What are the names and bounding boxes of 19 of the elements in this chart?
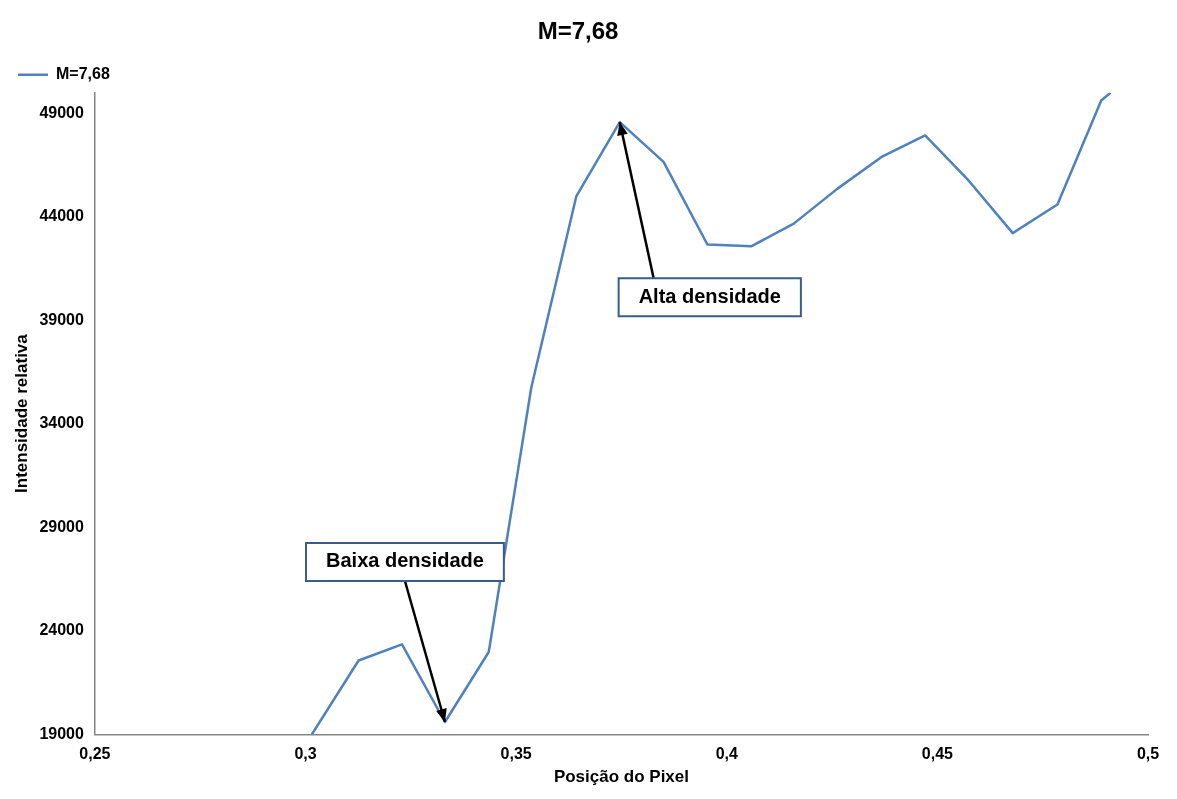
legend-label: M=7,68 bbox=[56, 65, 110, 83]
annotation: Baixa densidade bbox=[326, 549, 484, 572]
y-axis-title: Intensidade relativa bbox=[11, 333, 31, 493]
y-tick-label: 44000 bbox=[39, 207, 84, 225]
y-tick-label: 49000 bbox=[39, 103, 84, 121]
chart-title: M=7,68 bbox=[537, 17, 619, 45]
x-tick-label: 0,25 bbox=[79, 745, 111, 763]
y-tick-label: 24000 bbox=[39, 621, 84, 639]
y-tick-label: 19000 bbox=[39, 724, 84, 742]
x-tick-label: 0,5 bbox=[1136, 745, 1160, 763]
y-tick-label: 34000 bbox=[39, 414, 84, 432]
x-tick-label: 0,35 bbox=[500, 745, 532, 763]
x-axis-title: Posição do Pixel bbox=[553, 767, 689, 787]
y-tick-label: 29000 bbox=[39, 517, 84, 535]
x-tick-label: 0,45 bbox=[921, 745, 954, 763]
x-tick-label: 0,4 bbox=[715, 745, 738, 763]
annotation: Alta densidade bbox=[638, 284, 781, 307]
y-tick-label: 39000 bbox=[39, 310, 84, 328]
x-tick-label: 0,3 bbox=[294, 745, 317, 763]
